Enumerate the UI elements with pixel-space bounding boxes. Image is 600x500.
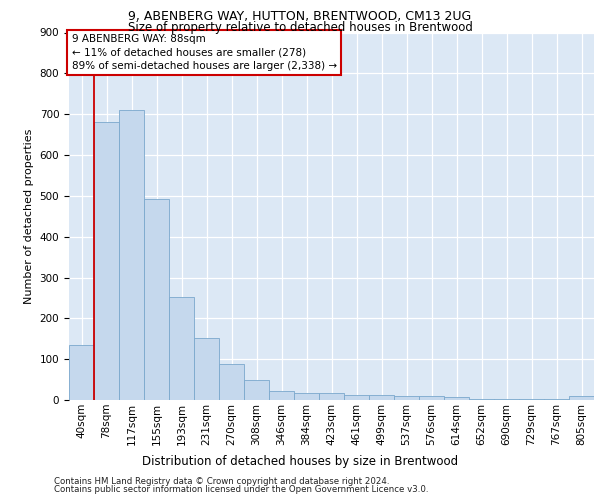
- Text: Contains HM Land Registry data © Crown copyright and database right 2024.: Contains HM Land Registry data © Crown c…: [54, 477, 389, 486]
- Bar: [94, 122, 119, 400]
- Bar: [544, 399, 569, 400]
- Bar: [269, 391, 294, 400]
- Bar: [119, 110, 144, 400]
- Text: Distribution of detached houses by size in Brentwood: Distribution of detached houses by size …: [142, 454, 458, 468]
- Bar: [294, 392, 319, 400]
- Bar: [319, 392, 344, 400]
- Text: Contains public sector information licensed under the Open Government Licence v3: Contains public sector information licen…: [54, 485, 428, 494]
- Bar: [144, 199, 169, 400]
- Bar: [344, 395, 369, 400]
- Bar: [169, 297, 194, 400]
- Text: 9, ABENBERG WAY, HUTTON, BRENTWOOD, CM13 2UG: 9, ABENBERG WAY, HUTTON, BRENTWOOD, CM13…: [128, 10, 472, 23]
- Text: 9 ABENBERG WAY: 88sqm
← 11% of detached houses are smaller (278)
89% of semi-det: 9 ABENBERG WAY: 88sqm ← 11% of detached …: [71, 34, 337, 70]
- Bar: [494, 399, 519, 400]
- Bar: [394, 396, 419, 400]
- Bar: [69, 345, 94, 400]
- Bar: [569, 396, 594, 400]
- Bar: [444, 396, 469, 400]
- Bar: [219, 364, 244, 400]
- Bar: [469, 399, 494, 400]
- Bar: [519, 399, 544, 400]
- Bar: [369, 395, 394, 400]
- Text: Size of property relative to detached houses in Brentwood: Size of property relative to detached ho…: [128, 21, 472, 34]
- Bar: [419, 396, 444, 400]
- Y-axis label: Number of detached properties: Number of detached properties: [24, 128, 34, 304]
- Bar: [244, 380, 269, 400]
- Bar: [194, 338, 219, 400]
